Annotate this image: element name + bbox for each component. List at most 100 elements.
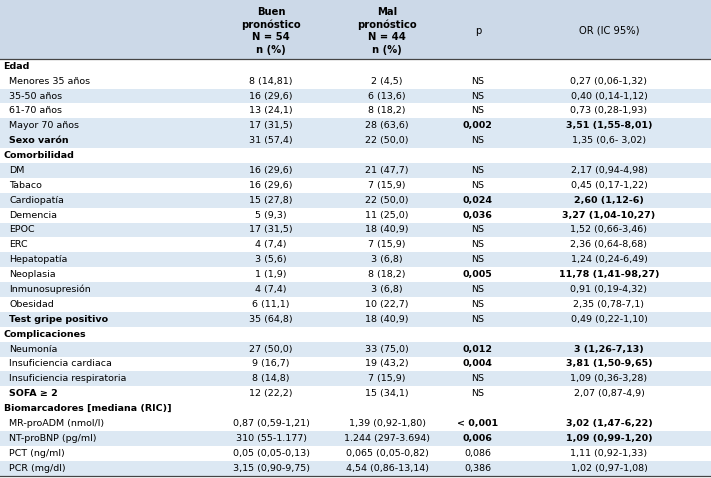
Text: 0,005: 0,005 — [463, 270, 493, 279]
Text: 2,36 (0,64-8,68): 2,36 (0,64-8,68) — [570, 240, 648, 250]
Text: 0,004: 0,004 — [463, 359, 493, 369]
Text: Tabaco: Tabaco — [9, 181, 42, 190]
Text: 15 (27,8): 15 (27,8) — [250, 196, 293, 205]
Text: 1,09 (0,99-1,20): 1,09 (0,99-1,20) — [566, 434, 652, 443]
Text: DM: DM — [9, 166, 25, 175]
Text: NS: NS — [471, 91, 484, 100]
Text: 1,02 (0,97-1,08): 1,02 (0,97-1,08) — [570, 464, 648, 473]
Text: 35-50 años: 35-50 años — [9, 91, 63, 100]
Bar — [0, 312, 711, 327]
Bar — [0, 193, 711, 207]
Text: 3,51 (1,55-8,01): 3,51 (1,55-8,01) — [566, 121, 652, 130]
Text: 4 (7,4): 4 (7,4) — [255, 285, 287, 294]
Bar — [0, 148, 711, 163]
Text: 28 (63,6): 28 (63,6) — [365, 121, 409, 130]
Bar — [0, 163, 711, 178]
Text: NS: NS — [471, 240, 484, 250]
Text: 0,002: 0,002 — [463, 121, 493, 130]
Text: 16 (29,6): 16 (29,6) — [250, 166, 293, 175]
Bar — [0, 74, 711, 88]
Bar — [0, 178, 711, 193]
Text: 15 (34,1): 15 (34,1) — [365, 389, 409, 398]
Bar — [0, 386, 711, 401]
Text: 3,27 (1,04-10,27): 3,27 (1,04-10,27) — [562, 211, 656, 219]
Text: MR-proADM (nmol/l): MR-proADM (nmol/l) — [9, 419, 105, 428]
Text: Sexo varón: Sexo varón — [9, 136, 69, 145]
Bar — [0, 371, 711, 386]
Text: 1.244 (297-3.694): 1.244 (297-3.694) — [344, 434, 430, 443]
Text: 0,73 (0,28-1,93): 0,73 (0,28-1,93) — [570, 107, 648, 115]
Text: NS: NS — [471, 226, 484, 235]
Text: 0,036: 0,036 — [463, 211, 493, 219]
Text: 0,49 (0,22-1,10): 0,49 (0,22-1,10) — [570, 315, 648, 324]
Text: ERC: ERC — [9, 240, 28, 250]
Text: 0,386: 0,386 — [464, 464, 491, 473]
Bar — [0, 238, 711, 252]
Text: 6 (13,6): 6 (13,6) — [368, 91, 406, 100]
Bar — [0, 401, 711, 416]
Text: 7 (15,9): 7 (15,9) — [368, 374, 406, 383]
Text: 10 (22,7): 10 (22,7) — [365, 300, 409, 309]
Text: PCR (mg/dl): PCR (mg/dl) — [9, 464, 66, 473]
Text: 16 (29,6): 16 (29,6) — [250, 91, 293, 100]
Text: 22 (50,0): 22 (50,0) — [365, 136, 409, 145]
Text: SOFA ≥ 2: SOFA ≥ 2 — [9, 389, 58, 398]
Text: 16 (29,6): 16 (29,6) — [250, 181, 293, 190]
Text: 3,15 (0,90-9,75): 3,15 (0,90-9,75) — [232, 464, 310, 473]
Text: NS: NS — [471, 315, 484, 324]
Text: 5 (9,3): 5 (9,3) — [255, 211, 287, 219]
Text: PCT (ng/ml): PCT (ng/ml) — [9, 449, 65, 458]
Text: 33 (75,0): 33 (75,0) — [365, 345, 409, 354]
Text: Obesidad: Obesidad — [9, 300, 54, 309]
Text: 1,52 (0,66-3,46): 1,52 (0,66-3,46) — [570, 226, 648, 235]
Text: Edad: Edad — [4, 62, 30, 71]
Text: NS: NS — [471, 76, 484, 86]
Text: NS: NS — [471, 107, 484, 115]
Bar — [0, 267, 711, 282]
Text: 31 (57,4): 31 (57,4) — [250, 136, 293, 145]
Text: 11,78 (1,41-98,27): 11,78 (1,41-98,27) — [559, 270, 659, 279]
Text: 0,45 (0,17-1,22): 0,45 (0,17-1,22) — [570, 181, 648, 190]
Bar — [0, 297, 711, 312]
Text: Neoplasia: Neoplasia — [9, 270, 56, 279]
Text: 1,35 (0,6- 3,02): 1,35 (0,6- 3,02) — [572, 136, 646, 145]
Text: Buen
pronóstico
N = 54
n (%): Buen pronóstico N = 54 n (%) — [242, 7, 301, 54]
Text: 0,91 (0,19-4,32): 0,91 (0,19-4,32) — [570, 285, 648, 294]
Text: EPOC: EPOC — [9, 226, 35, 235]
Bar — [0, 446, 711, 461]
Text: 35 (64,8): 35 (64,8) — [250, 315, 293, 324]
Text: Complicaciones: Complicaciones — [4, 330, 86, 339]
Text: Insuficiencia respiratoria: Insuficiencia respiratoria — [9, 374, 127, 383]
Text: NS: NS — [471, 374, 484, 383]
Text: Inmunosupresión: Inmunosupresión — [9, 285, 91, 294]
Text: 0,87 (0,59-1,21): 0,87 (0,59-1,21) — [232, 419, 310, 428]
Bar — [0, 88, 711, 103]
Text: 1,39 (0,92-1,80): 1,39 (0,92-1,80) — [348, 419, 426, 428]
Bar — [0, 461, 711, 476]
Text: 3,81 (1,50-9,65): 3,81 (1,50-9,65) — [566, 359, 652, 369]
Text: 7 (15,9): 7 (15,9) — [368, 240, 406, 250]
Text: NS: NS — [471, 166, 484, 175]
Text: 0,40 (0,14-1,12): 0,40 (0,14-1,12) — [570, 91, 648, 100]
Bar — [0, 327, 711, 342]
Text: 12 (22,2): 12 (22,2) — [250, 389, 293, 398]
Text: 1 (1,9): 1 (1,9) — [255, 270, 287, 279]
Bar — [0, 357, 711, 371]
Text: NS: NS — [471, 285, 484, 294]
Bar — [0, 431, 711, 446]
Text: Menores 35 años: Menores 35 años — [9, 76, 90, 86]
Bar — [0, 416, 711, 431]
Bar — [0, 119, 711, 133]
Text: Cardiopatía: Cardiopatía — [9, 196, 64, 205]
Text: 0,024: 0,024 — [463, 196, 493, 205]
Text: 310 (55-1.177): 310 (55-1.177) — [236, 434, 306, 443]
Text: 3 (1,26-7,13): 3 (1,26-7,13) — [574, 345, 644, 354]
Text: 9 (16,7): 9 (16,7) — [252, 359, 290, 369]
Bar — [0, 282, 711, 297]
Text: NS: NS — [471, 136, 484, 145]
Text: 13 (24,1): 13 (24,1) — [250, 107, 293, 115]
Text: 18 (40,9): 18 (40,9) — [365, 226, 409, 235]
Text: NS: NS — [471, 389, 484, 398]
Text: 8 (14,81): 8 (14,81) — [250, 76, 293, 86]
Text: 11 (25,0): 11 (25,0) — [365, 211, 409, 219]
